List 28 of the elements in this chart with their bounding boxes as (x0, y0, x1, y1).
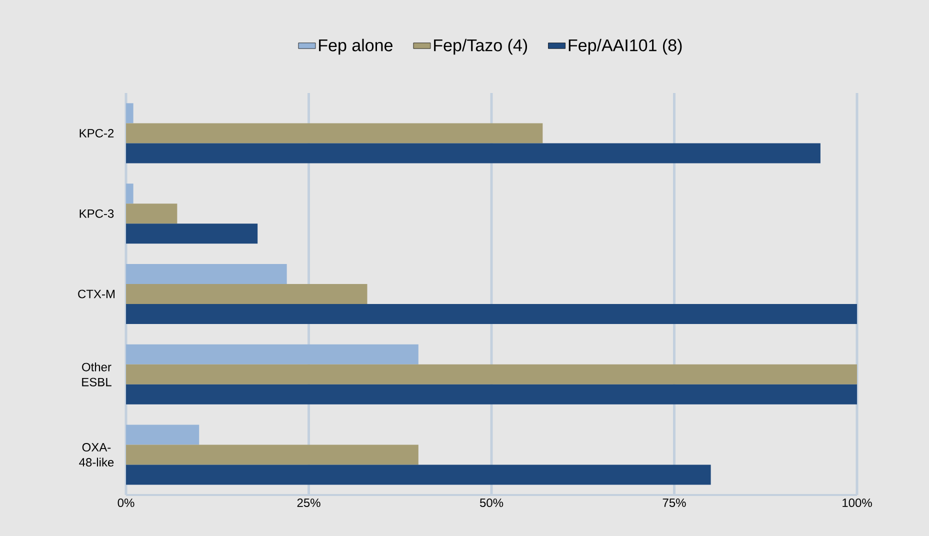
bar (126, 364, 858, 384)
bar (126, 444, 418, 465)
x-tick-label: 0% (118, 498, 134, 508)
x-tick-label: 50% (480, 498, 504, 508)
y-tick-label: KPC-3 (80, 209, 114, 218)
bar (126, 424, 200, 445)
bar (126, 103, 134, 124)
legend-label: Fep alone (319, 38, 392, 55)
y-tick-label: Other ESBL (82, 362, 112, 386)
bar (126, 184, 134, 204)
y-tick-label: OXA-48-like (79, 443, 114, 467)
bar (126, 304, 858, 324)
y-tick-label: CTX-M (78, 290, 114, 298)
bar (126, 464, 711, 485)
bar (126, 204, 178, 224)
bar (126, 384, 858, 404)
bar (126, 264, 287, 284)
bar (126, 284, 368, 304)
y-tick-label: KPC-2 (80, 128, 114, 138)
bar (126, 123, 543, 144)
legend-label: Fep/Tazo (4) (434, 38, 528, 55)
x-tick-label: 25% (297, 498, 320, 508)
x-tick-label: 75% (662, 498, 686, 507)
bar (126, 344, 418, 364)
legend-label: Fep/AAI101 (8) (568, 38, 682, 55)
bar (126, 143, 820, 164)
bar (126, 224, 258, 244)
x-tick-label: 100% (842, 498, 872, 508)
